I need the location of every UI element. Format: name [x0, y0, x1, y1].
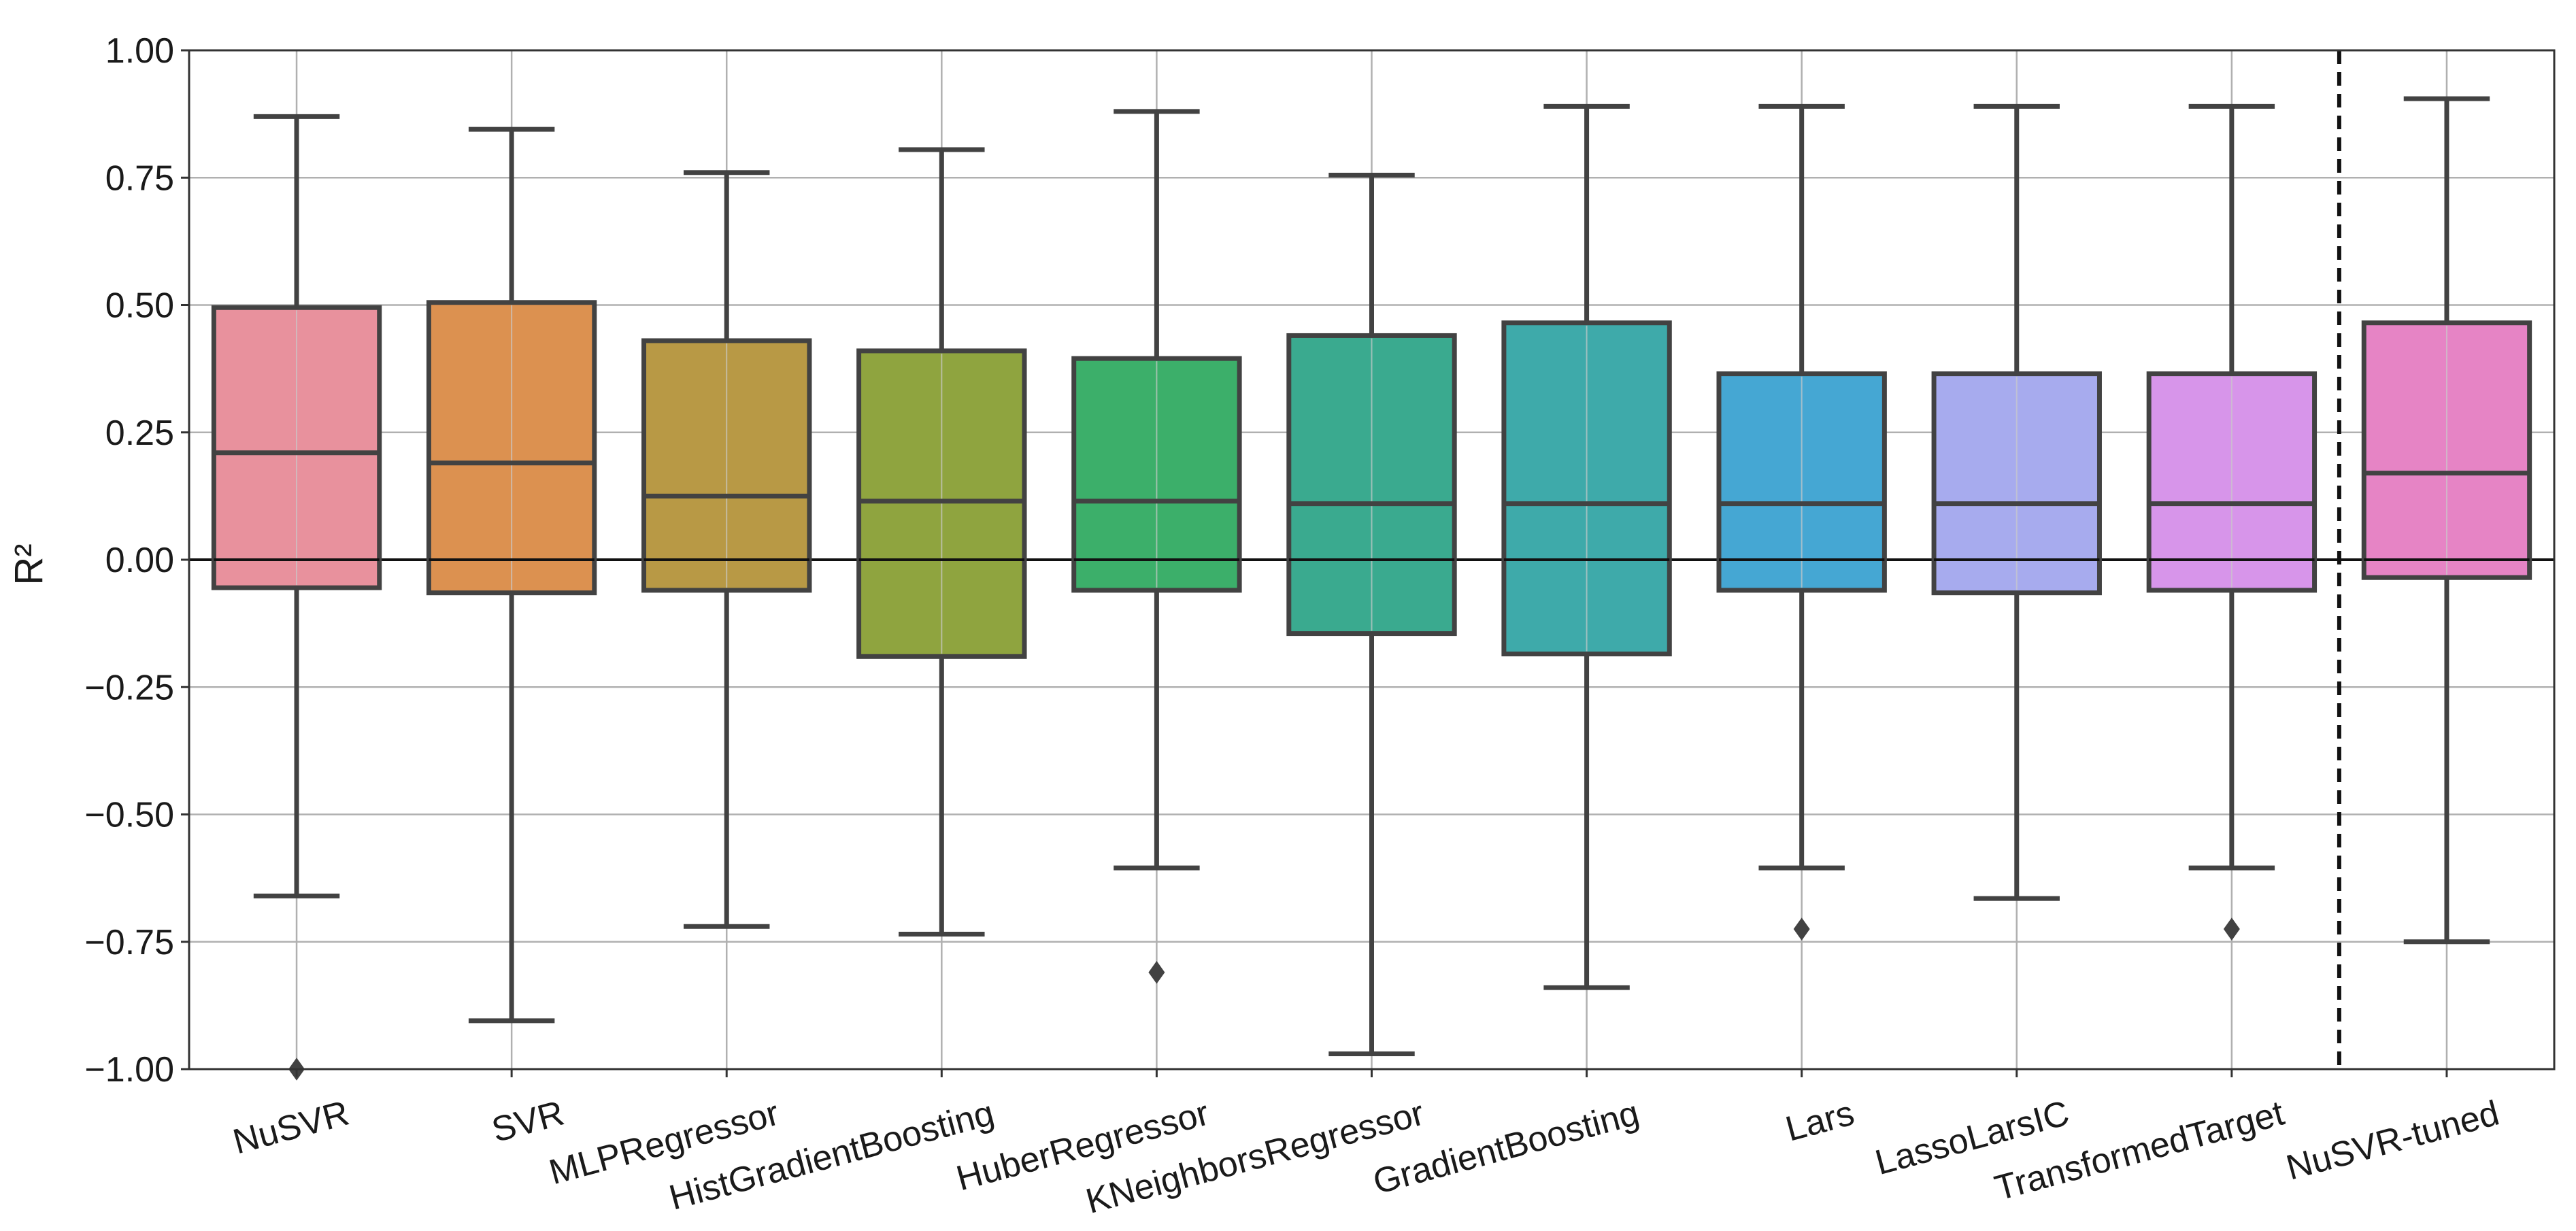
box-nusvr-tuned [2361, 96, 2532, 945]
y-tick-label: −0.50 [84, 796, 174, 835]
y-tick-label: 1.00 [105, 31, 174, 71]
y-tick-label: −1.00 [84, 1050, 174, 1090]
outlier-point [1148, 960, 1165, 984]
box-transformedtarget [2146, 103, 2318, 941]
x-tick-label: NuSVR-tuned [2282, 1094, 2503, 1188]
x-tick-label: Lars [1782, 1094, 1858, 1149]
outlier-point [2223, 917, 2240, 941]
boxes [211, 96, 2532, 1081]
box-histgradientboosting [856, 147, 1027, 937]
box-kneighborsregressor [1286, 173, 1457, 1057]
y-axis-label: R² [7, 543, 51, 585]
box-huberregressor [1071, 109, 1242, 984]
box-lassolarsic [1931, 103, 2102, 901]
box-nusvr [211, 114, 382, 1081]
y-tick-label: 0.50 [105, 286, 174, 326]
box-mlpregressor [641, 170, 812, 929]
box-lars [1716, 103, 1887, 941]
box-gradientboosting [1501, 103, 1672, 990]
y-tick-label: −0.75 [84, 923, 174, 962]
outlier-point [1793, 917, 1810, 941]
x-tick-label: NuSVR [229, 1094, 354, 1162]
y-tick-label: −0.25 [84, 668, 174, 707]
box-svr [426, 127, 597, 1024]
y-tick-label: 0.75 [105, 158, 174, 198]
y-tick-label: 0.00 [105, 541, 174, 580]
x-tick-label: SVR [488, 1094, 568, 1151]
y-tick-label: 0.25 [105, 414, 174, 453]
